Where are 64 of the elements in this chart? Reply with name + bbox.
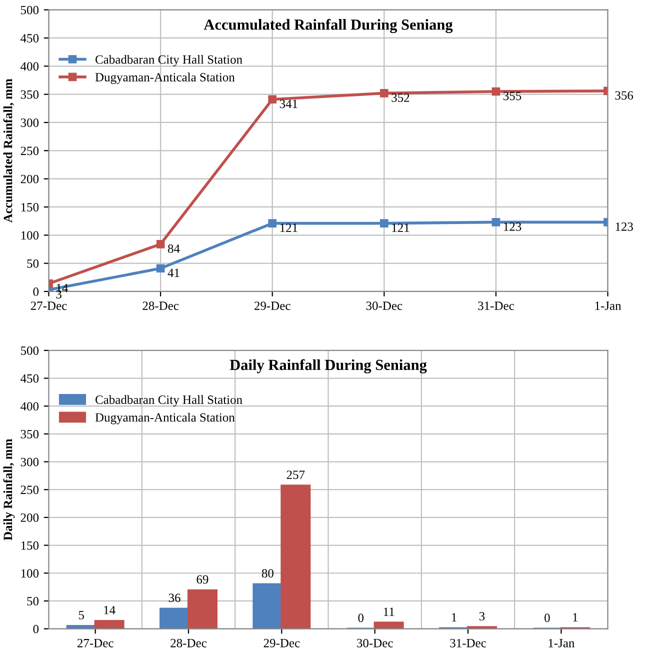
data-label: 356 [615, 91, 634, 100]
data-label: 11 [384, 608, 394, 616]
y-tick-label: 450 [20, 34, 39, 42]
x-tick-label: 30-Dec [366, 302, 402, 310]
x-tick-label: 27-Dec [30, 302, 67, 310]
data-label: 69 [196, 575, 208, 584]
data-label: 0 [544, 614, 550, 622]
y-tick-label: 300 [20, 458, 39, 466]
text: Accumulated Rainfall During Seniang [204, 18, 453, 34]
legend-label: Dugyaman-Anticala Station [95, 412, 235, 424]
data-label: 123 [616, 222, 633, 231]
y-tick-label: 100 [21, 231, 39, 240]
x-tick-label: 29-Dec [254, 302, 290, 310]
legend-label: Cabadbaran City Hall Station [96, 54, 242, 66]
data-label: 84 [168, 244, 180, 253]
y-tick-label: 300 [20, 118, 39, 127]
data-label: 0 [358, 614, 364, 622]
y-tick-label: 350 [20, 90, 39, 99]
y-tick-label: 400 [20, 402, 39, 411]
y-tick-label: 50 [27, 259, 39, 268]
y-tick-label: 500 [21, 346, 39, 355]
x-tick-label: 28-Dec [142, 302, 179, 310]
data-label: 121 [392, 224, 410, 232]
data-label: 121 [280, 224, 298, 232]
y-tick-label: 50 [27, 596, 39, 606]
data-label: 341 [280, 100, 298, 108]
y-tick-label: 0 [33, 624, 39, 634]
x-tick-label: 1-Jan [548, 638, 575, 648]
y-tick-label: 150 [21, 541, 39, 550]
x-tick-label: 31-Dec [450, 638, 486, 648]
data-label: 1 [573, 613, 578, 622]
x-tick-label: 31-Dec [478, 302, 514, 310]
y-tick-label: 500 [21, 6, 39, 14]
x-tick-label: 1-Jan [595, 302, 622, 310]
y-tick-label: 100 [21, 569, 39, 578]
data-label: 257 [286, 470, 305, 480]
y-tick-label: 350 [20, 430, 39, 438]
y-tick-label: 0 [33, 288, 39, 296]
data-label: 80 [262, 569, 274, 578]
data-label: 123 [504, 222, 522, 231]
x-tick-label: 28-Dec [170, 638, 207, 648]
y-tick-label: 200 [20, 513, 39, 522]
y-tick-label: 250 [20, 146, 39, 156]
y-tick-label: 200 [20, 174, 39, 184]
y-axis-title: Accumulated Rainfall, mm [3, 78, 14, 223]
legend-label: Cabadbaran City Hall Station [96, 395, 242, 407]
data-label: 355 [503, 92, 522, 100]
y-axis-title: Daily Rainfall, mm [3, 438, 15, 540]
data-label: 36 [168, 594, 180, 602]
y-tick-label: 150 [21, 203, 39, 212]
data-label: 3 [479, 612, 485, 620]
y-tick-label: 450 [20, 374, 39, 383]
data-label: 5 [78, 611, 84, 620]
data-label: 1 [452, 613, 456, 622]
x-tick-label: 30-Dec [357, 638, 393, 648]
x-tick-label: 27-Dec [77, 638, 114, 648]
x-tick-label: 29-Dec [264, 638, 300, 648]
data-label: 14 [104, 606, 116, 614]
text: Daily Rainfall During Seniang [230, 359, 427, 374]
y-tick-label: 250 [20, 486, 39, 494]
data-label: 41 [168, 268, 180, 277]
y-tick-label: 400 [20, 62, 39, 71]
data-label: 352 [392, 93, 410, 102]
legend-label: Dugyaman-Anticala Station [95, 72, 235, 84]
